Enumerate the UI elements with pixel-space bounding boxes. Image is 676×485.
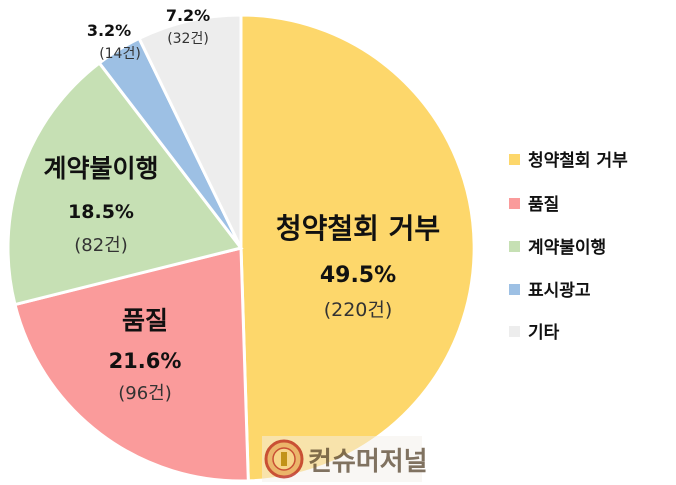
legend-swatch-4	[509, 326, 520, 337]
legend-item: 기타	[509, 323, 560, 343]
slice-label-name-1: 품질	[122, 306, 168, 335]
slice-label-count-3: (14건)	[99, 46, 141, 62]
legend-item: 계약불이행	[509, 237, 606, 258]
slice-label-count-2: (82건)	[74, 235, 128, 256]
slice-label-pct-2: 18.5%	[68, 201, 134, 223]
slice-label-pct-0: 49.5%	[320, 263, 396, 288]
legend-swatch-1	[509, 198, 520, 209]
pie-slices	[6, 13, 476, 483]
legend-item: 표시광고	[509, 281, 591, 301]
slice-label-name-0: 청약철회 거부	[276, 212, 440, 245]
watermark-text: 컨슈머저널	[308, 447, 428, 477]
legend-label-1: 품질	[528, 194, 559, 215]
slice-label-group: 청약철회 거부 49.5% (220건) 품질 21.6% (96건) 계약불이…	[43, 6, 440, 404]
legend-item: 품질	[509, 194, 559, 215]
watermark: 컨슈머저널	[262, 436, 428, 482]
legend-label-3: 표시광고	[528, 281, 591, 301]
legend-swatch-3	[509, 284, 520, 295]
legend-swatch-2	[509, 241, 520, 252]
legend-item: 청약철회 거부	[509, 150, 628, 171]
seal-logo-icon	[264, 439, 304, 479]
slice-label-pct-4: 7.2%	[166, 6, 210, 25]
legend: 청약철회 거부 품질 계약불이행 표시광고 기타	[509, 150, 628, 343]
pie-slice-4	[137, 13, 243, 249]
slice-label-pct-1: 21.6%	[109, 349, 182, 373]
pie-slice-2	[6, 60, 244, 307]
legend-swatch-0	[509, 154, 520, 165]
slice-label-name-2: 계약불이행	[43, 154, 158, 183]
slice-label-pct-3: 3.2%	[87, 21, 131, 40]
legend-label-4: 기타	[528, 323, 560, 343]
pie-slice-0	[239, 13, 476, 483]
slice-label-count-1: (96건)	[118, 383, 172, 404]
pie-slice-1	[13, 246, 250, 483]
slice-label-count-4: (32건)	[167, 31, 209, 47]
legend-label-2: 계약불이행	[528, 237, 606, 258]
slice-label-count-0: (220건)	[324, 299, 393, 321]
legend-label-0: 청약철회 거부	[528, 150, 628, 171]
